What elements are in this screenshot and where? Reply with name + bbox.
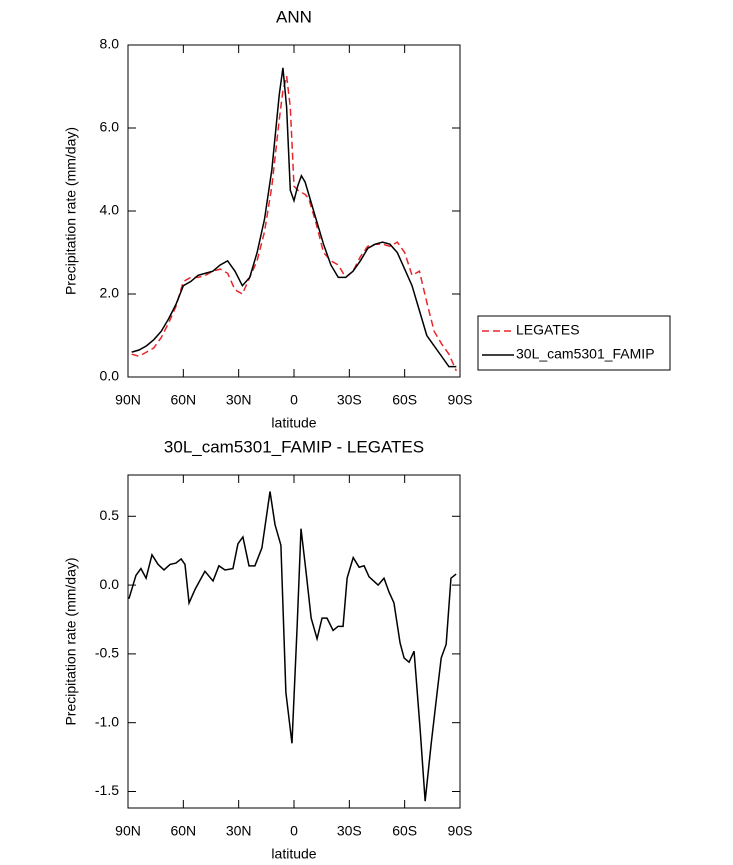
x-tick-label: 60N bbox=[170, 392, 196, 408]
x-tick-label: 60N bbox=[170, 823, 196, 839]
x-tick-label: 30S bbox=[337, 823, 362, 839]
x-tick-label: 60S bbox=[392, 392, 417, 408]
y-tick-label: -1.5 bbox=[95, 782, 119, 798]
x-tick-label: 30N bbox=[226, 392, 252, 408]
y-axis-label: Precipitation rate (mm/day) bbox=[63, 127, 79, 295]
x-tick-label: 30N bbox=[226, 823, 252, 839]
legend-label: 30L_cam5301_FAMIP bbox=[516, 346, 655, 362]
plot-frame bbox=[127, 474, 461, 809]
y-tick-label: 2.0 bbox=[100, 285, 120, 301]
series-line bbox=[128, 491, 457, 802]
x-tick-label: 30S bbox=[337, 392, 362, 408]
chart-title: 30L_cam5301_FAMIP - LEGATES bbox=[164, 437, 424, 456]
y-tick-label: -0.5 bbox=[95, 645, 119, 661]
x-tick-label: 90N bbox=[115, 392, 141, 408]
y-tick-label: 0.5 bbox=[100, 507, 120, 523]
x-tick-label: 90N bbox=[115, 823, 141, 839]
y-tick-label: 8.0 bbox=[100, 36, 120, 52]
y-tick-label: 0.0 bbox=[100, 368, 120, 384]
y-axis-label: Precipitation rate (mm/day) bbox=[63, 557, 79, 725]
x-tick-label: 60S bbox=[392, 823, 417, 839]
y-tick-label: -1.0 bbox=[95, 713, 119, 729]
series-line bbox=[131, 67, 457, 368]
x-tick-label: 0 bbox=[290, 392, 298, 408]
x-tick-label: 90S bbox=[448, 392, 473, 408]
series-line bbox=[131, 75, 457, 372]
x-tick-label: 90S bbox=[448, 823, 473, 839]
plot-frame bbox=[127, 44, 461, 378]
y-tick-label: 4.0 bbox=[100, 202, 120, 218]
x-axis-label: latitude bbox=[271, 846, 316, 862]
legend-box bbox=[477, 315, 671, 371]
y-tick-label: 0.0 bbox=[100, 576, 120, 592]
y-tick-label: 6.0 bbox=[100, 119, 120, 135]
chart-title: ANN bbox=[276, 7, 312, 26]
legend-label: LEGATES bbox=[516, 322, 580, 338]
x-tick-label: 0 bbox=[290, 823, 298, 839]
x-axis-label: latitude bbox=[271, 415, 316, 431]
